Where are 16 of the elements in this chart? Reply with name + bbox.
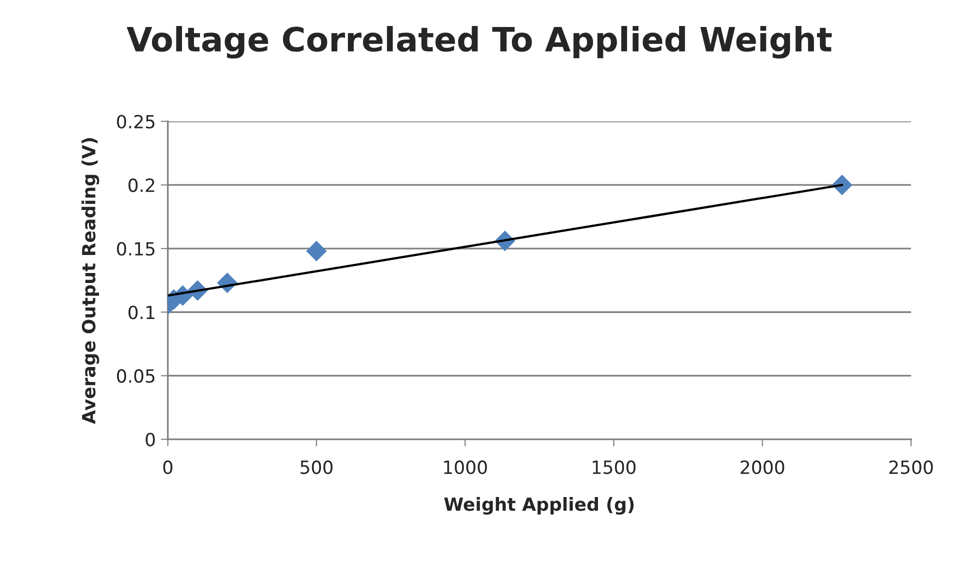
x-tick-label: 2500	[889, 460, 933, 474]
x-axis-title: Weight Applied (g)	[444, 497, 634, 515]
x-tick-label: 500	[300, 460, 332, 474]
y-tick-label: 0	[146, 432, 155, 446]
x-tick-label: 0	[163, 460, 172, 474]
x-tick-label: 1000	[444, 460, 487, 474]
y-tick-label: 0.15	[117, 242, 154, 256]
point	[306, 240, 327, 262]
chart-title: Voltage Correlated To Applied Weight	[126, 26, 832, 59]
y-tick-label: 0.1	[128, 306, 154, 320]
y-tick-label: 0.2	[128, 178, 154, 192]
y-tick-label: 0.05	[117, 369, 154, 383]
x-tick-label: 1500	[592, 460, 636, 474]
y-axis-title: Average Output Reading (V)	[82, 138, 100, 424]
y-tick-label: 0.25	[117, 114, 154, 128]
x-tick-label: 2000	[740, 460, 784, 474]
